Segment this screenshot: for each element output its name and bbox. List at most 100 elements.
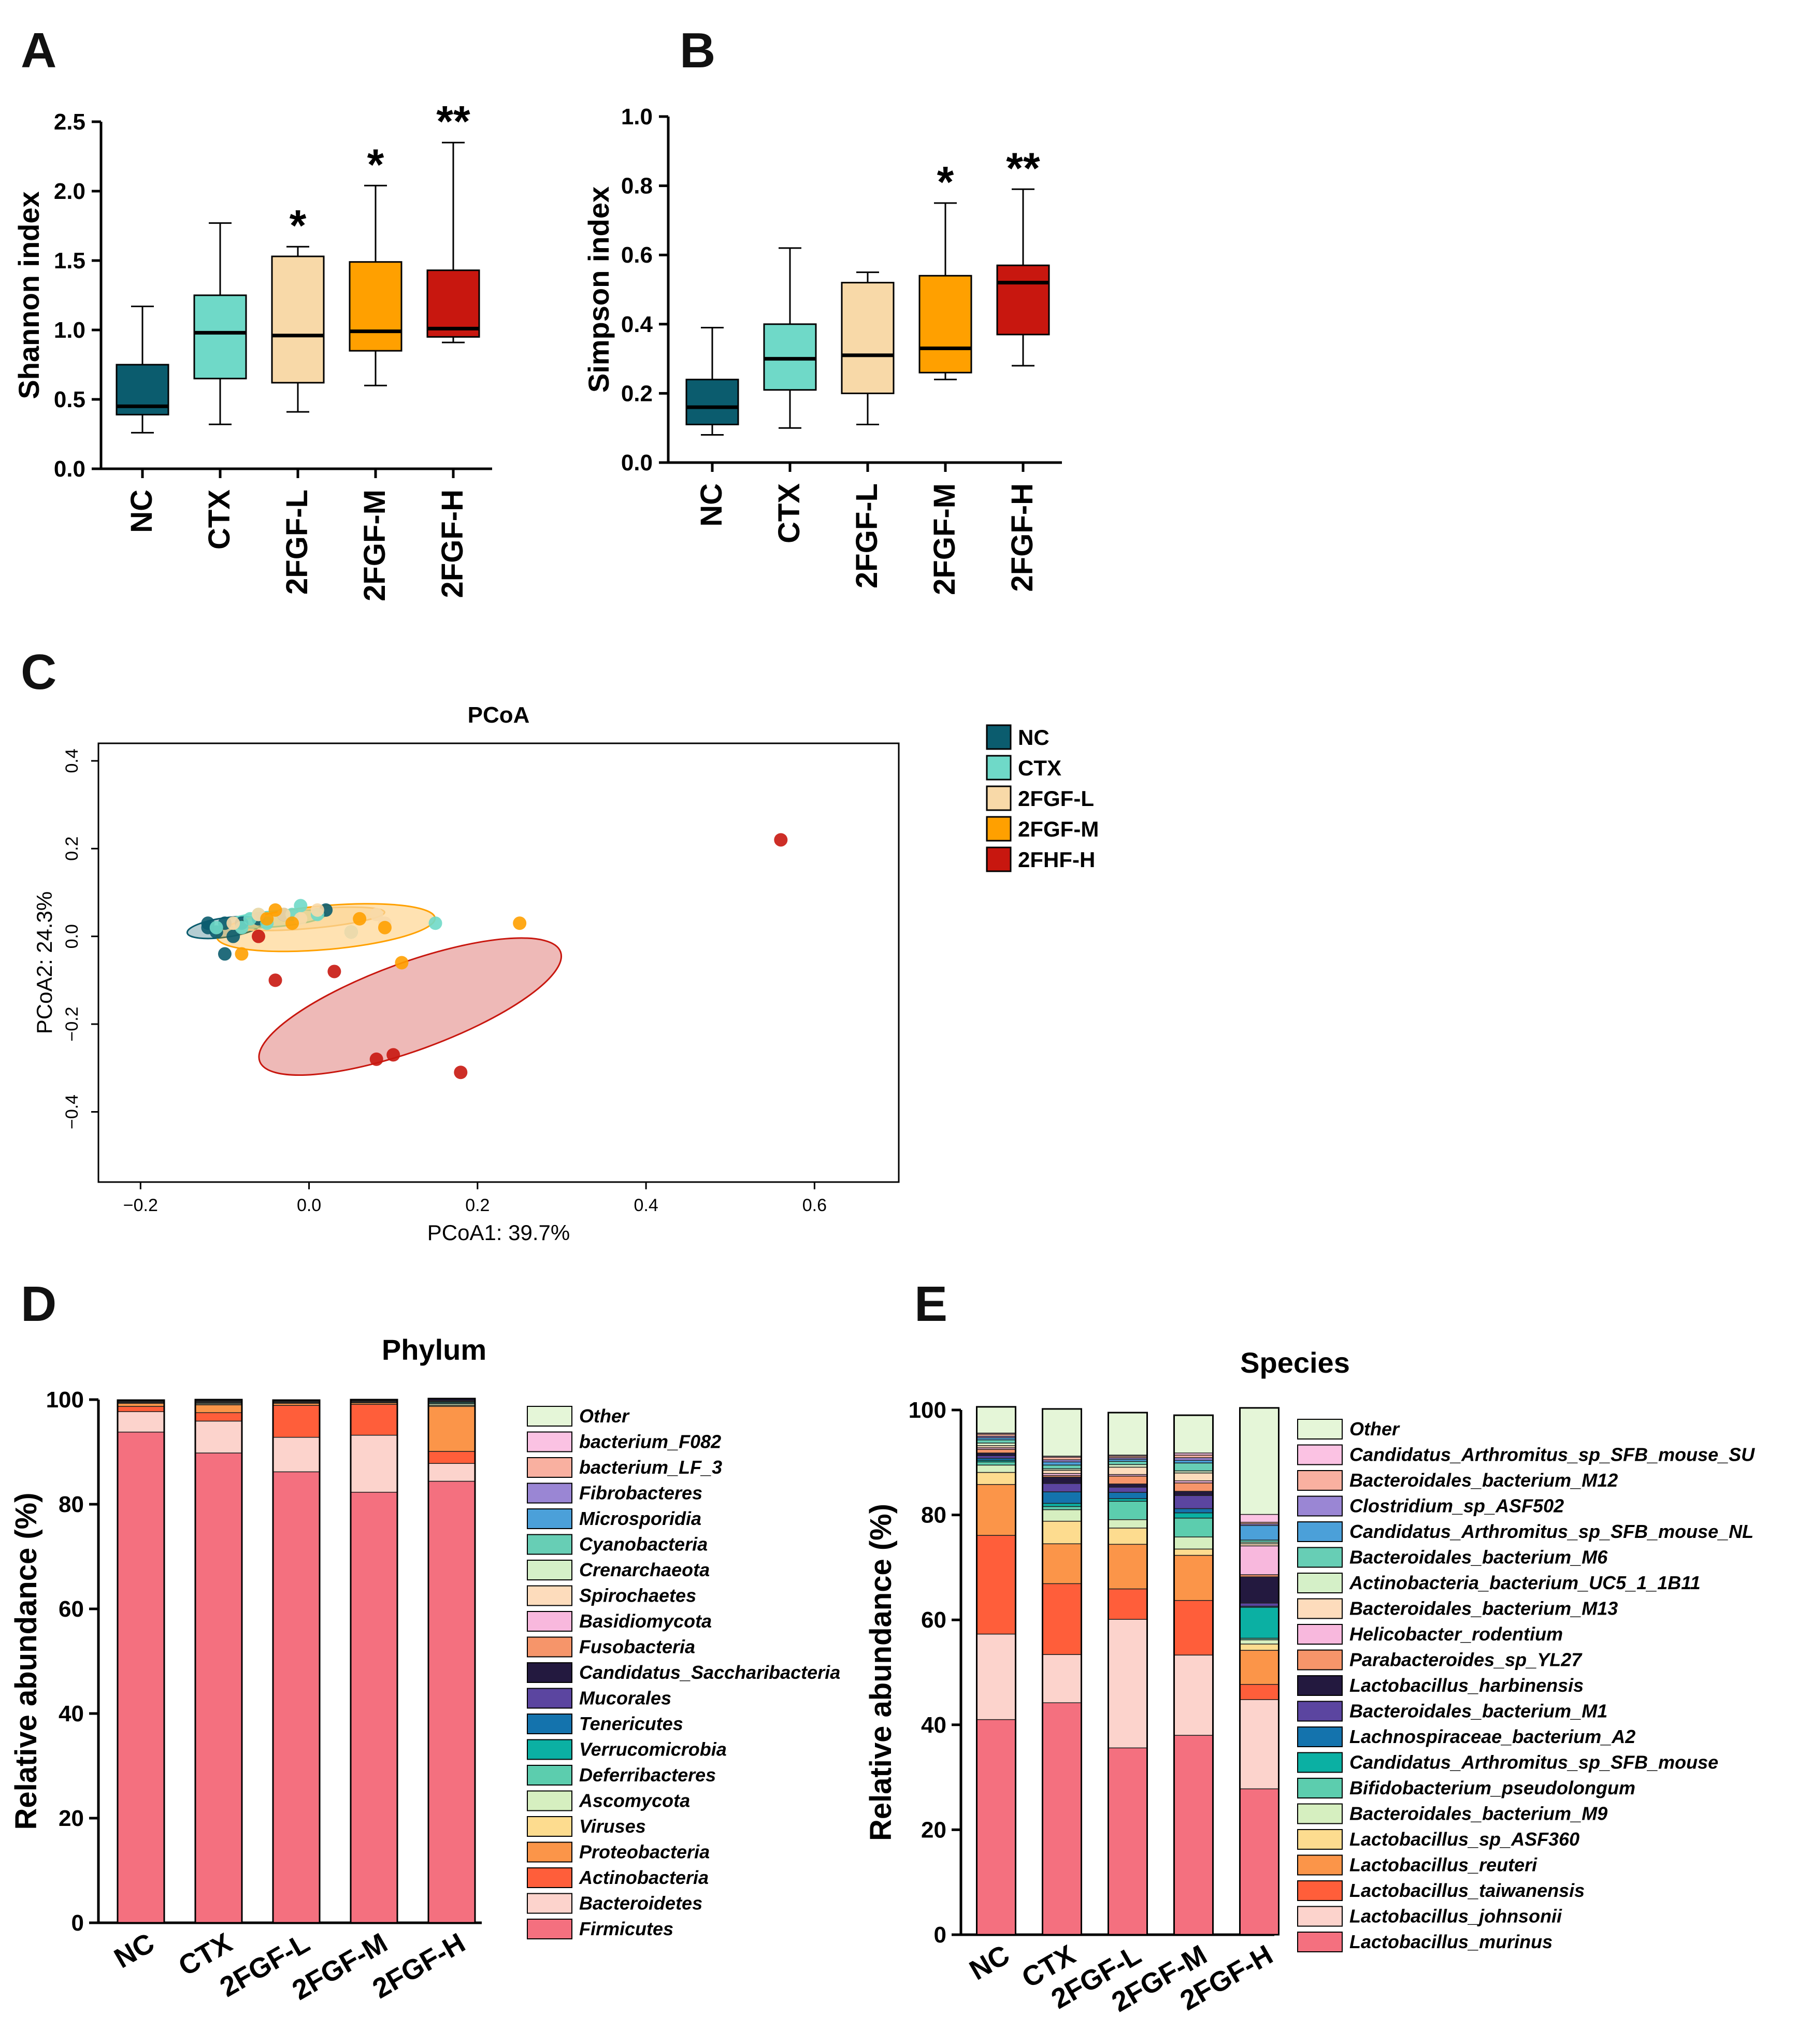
plot-frame bbox=[97, 742, 900, 1183]
legend-label: Clostridium_sp_ASF502 bbox=[1349, 1495, 1564, 1517]
legend-label: Cyanobacteria bbox=[579, 1534, 708, 1555]
legend-label: Viruses bbox=[579, 1816, 646, 1837]
bar-segment bbox=[1042, 1491, 1082, 1504]
box-2fgf-l bbox=[271, 255, 325, 384]
data-point-series-3 bbox=[260, 912, 274, 926]
legend-label: Parabacteroides_sp_YL27 bbox=[1349, 1649, 1583, 1671]
bar-segment bbox=[428, 1463, 476, 1482]
bar-segment bbox=[976, 1464, 1016, 1473]
y-tick-label: 0.8 bbox=[621, 174, 653, 199]
bar-segment bbox=[1173, 1491, 1214, 1496]
bar-segment bbox=[1239, 1788, 1280, 1935]
bar-segment bbox=[976, 1455, 1016, 1459]
legend-label: Lactobacillus_taiwanensis bbox=[1349, 1880, 1585, 1901]
significance-marker: * bbox=[367, 140, 384, 189]
bar-segment bbox=[272, 1471, 320, 1923]
bar-segment bbox=[117, 1431, 165, 1923]
bar-segment bbox=[976, 1633, 1016, 1720]
y-tick-label: 0.2 bbox=[621, 381, 653, 406]
legend-label: Bacteroidales_bacterium_M6 bbox=[1349, 1547, 1608, 1568]
legend-swatch bbox=[1297, 1675, 1343, 1696]
legend-swatch bbox=[1297, 1624, 1343, 1645]
bar-segment bbox=[1239, 1576, 1280, 1604]
y-tick-label: 0.2 bbox=[62, 837, 82, 861]
bar-segment bbox=[1108, 1461, 1148, 1465]
legend-swatch bbox=[1297, 1932, 1343, 1952]
phylum-stacked-bar: Phylum 0 20 40 60 80 100 Relative abundance (%)… bbox=[9, 1333, 840, 2006]
bar-segment bbox=[1042, 1503, 1082, 1507]
legend-swatch bbox=[527, 1560, 572, 1580]
bar-segment bbox=[1042, 1476, 1082, 1484]
y-tick-label: 60 bbox=[921, 1607, 946, 1633]
x-tick-label: 0.0 bbox=[297, 1196, 321, 1215]
legend-label: Other bbox=[1349, 1418, 1400, 1440]
legend-label: bacterium_F082 bbox=[579, 1431, 721, 1452]
bar-segment bbox=[428, 1480, 476, 1923]
y-tick-label: 1.0 bbox=[54, 318, 85, 343]
panel-label-a: A bbox=[21, 23, 56, 78]
significance-marker: ** bbox=[1006, 143, 1040, 192]
bar-segment bbox=[976, 1452, 1016, 1456]
x-tick-label: CTX bbox=[772, 483, 806, 543]
chart-title: PCoA bbox=[468, 702, 530, 728]
x-tick-label: 0.4 bbox=[634, 1196, 658, 1215]
chart-title: Species bbox=[1240, 1346, 1350, 1379]
significance-marker: * bbox=[937, 157, 954, 206]
legend-swatch bbox=[1297, 1752, 1343, 1773]
bar-segment bbox=[1173, 1512, 1214, 1519]
bar-segment bbox=[1173, 1495, 1214, 1509]
bar-segment bbox=[1173, 1548, 1214, 1556]
legend-swatch bbox=[1297, 1649, 1343, 1671]
y-axis-label: Relative abundance (%) bbox=[864, 1504, 898, 1841]
legend-swatch bbox=[986, 846, 1012, 872]
bar-segment bbox=[976, 1461, 1016, 1466]
x-tick-label: NC bbox=[964, 1939, 1015, 1986]
bar-segment bbox=[1042, 1464, 1082, 1470]
y-tick-label: 60 bbox=[59, 1596, 84, 1622]
legend-swatch bbox=[527, 1739, 572, 1760]
legend-label: Lachnospiraceae_bacterium_A2 bbox=[1349, 1726, 1635, 1747]
legend-label: Candidatus_Saccharibacteria bbox=[579, 1662, 840, 1683]
box-2fgf-l bbox=[841, 282, 895, 394]
confidence-ellipse-4 bbox=[258, 937, 563, 1076]
legend-swatch bbox=[986, 724, 1012, 750]
y-tick-label: 80 bbox=[921, 1503, 946, 1528]
legend-label: Actinobacteria_bacterium_UC5_1_1B11 bbox=[1349, 1572, 1701, 1593]
bar-segment bbox=[1239, 1545, 1280, 1575]
bar-segment bbox=[1108, 1487, 1148, 1493]
bar-segment bbox=[428, 1406, 476, 1452]
bar-segment bbox=[1108, 1528, 1148, 1545]
legend-swatch bbox=[1297, 1547, 1343, 1568]
bar-segment bbox=[976, 1719, 1016, 1935]
legend-swatch bbox=[1297, 1470, 1343, 1491]
x-tick-label: NC bbox=[109, 1927, 160, 1974]
bar-segment bbox=[1173, 1460, 1214, 1464]
bar-segment bbox=[117, 1406, 165, 1412]
bar-segment bbox=[1239, 1684, 1280, 1700]
panel-label-b: B bbox=[680, 23, 715, 78]
legend-swatch bbox=[527, 1919, 572, 1939]
legend-swatch bbox=[1297, 1778, 1343, 1798]
legend-label: Firmicutes bbox=[579, 1918, 673, 1939]
x-axis-label: PCoA1: 39.7% bbox=[427, 1220, 570, 1245]
legend-label: Actinobacteria bbox=[579, 1867, 709, 1888]
x-tick-label: 2FGF-H bbox=[1005, 483, 1039, 592]
legend-swatch bbox=[527, 1508, 572, 1529]
bar-segment bbox=[1173, 1536, 1214, 1550]
legend-label: Microsporidia bbox=[579, 1508, 701, 1529]
y-tick-label: 40 bbox=[59, 1701, 84, 1726]
x-tick-label: 2FGF-M bbox=[358, 490, 392, 601]
legend-label: Lactobacillus_sp_ASF360 bbox=[1349, 1829, 1579, 1850]
legend-label: Helicobacter_rodentium bbox=[1349, 1623, 1563, 1645]
y-tick-label: 100 bbox=[909, 1398, 946, 1423]
legend-label: NC bbox=[1018, 725, 1050, 750]
legend-swatch bbox=[527, 1714, 572, 1734]
bar-segment bbox=[1042, 1543, 1082, 1585]
data-point-series-3 bbox=[353, 912, 367, 926]
bar-segment bbox=[976, 1472, 1016, 1485]
data-point-series-4 bbox=[386, 1048, 400, 1062]
bar-segment bbox=[1239, 1514, 1280, 1523]
y-tick-label: −0.2 bbox=[62, 1007, 82, 1042]
legend-swatch bbox=[1297, 1726, 1343, 1747]
species-stacked-bar: Species 0 20 40 60 80 100 Relative abundance (%… bbox=[864, 1346, 1755, 2018]
